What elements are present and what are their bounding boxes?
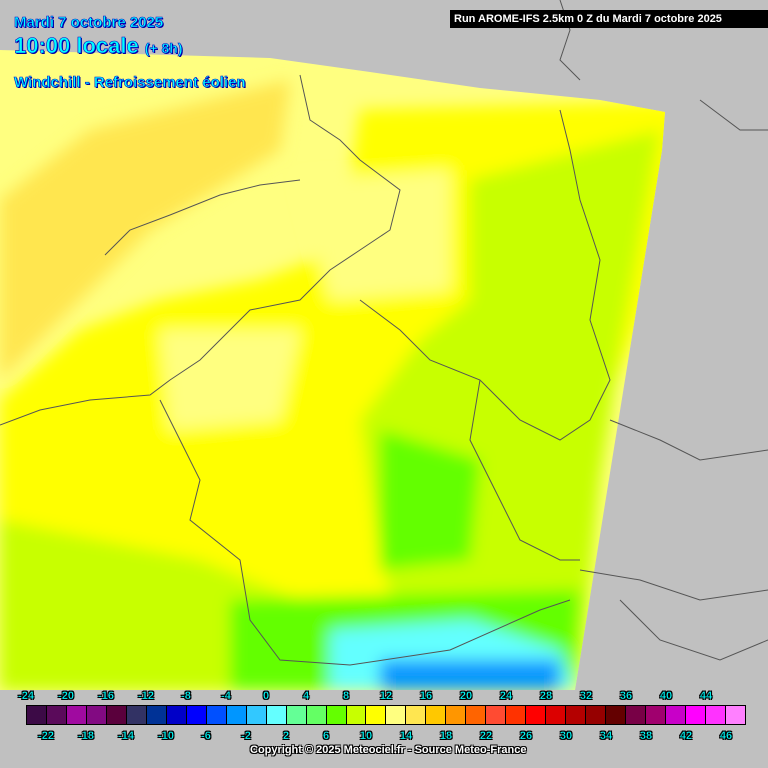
- legend-label-top: -4: [221, 690, 231, 702]
- legend-swatch: [705, 706, 726, 724]
- color-legend: [26, 705, 746, 725]
- legend-label-bottom: -6: [201, 730, 211, 742]
- legend-swatch: [626, 706, 647, 724]
- legend-label-top: -24: [18, 690, 34, 702]
- legend-swatch: [66, 706, 87, 724]
- legend-swatch: [86, 706, 107, 724]
- legend-label-bottom: 10: [359, 730, 373, 742]
- legend-label-top: -8: [181, 690, 191, 702]
- legend-label-top: 8: [342, 690, 350, 702]
- legend-label-top: 0: [262, 690, 270, 702]
- legend-swatch: [146, 706, 167, 724]
- legend-label-bottom: -22: [38, 730, 54, 742]
- legend-label-bottom: 2: [282, 730, 290, 742]
- forecast-offset: (+ 8h): [144, 40, 183, 57]
- legend-label-bottom: 14: [399, 730, 413, 742]
- legend-label-bottom: 46: [719, 730, 733, 742]
- legend-swatch: [266, 706, 287, 724]
- legend-swatch: [286, 706, 307, 724]
- legend-swatch: [46, 706, 67, 724]
- legend-label-bottom: 42: [679, 730, 693, 742]
- legend-swatch: [386, 706, 407, 724]
- legend-label-top: 20: [459, 690, 473, 702]
- legend-label-bottom: 34: [599, 730, 613, 742]
- legend-swatch: [606, 706, 627, 724]
- legend-label-top: -16: [98, 690, 114, 702]
- legend-swatch: [566, 706, 587, 724]
- legend-swatch: [526, 706, 547, 724]
- time-title: 10:00 locale (+ 8h): [14, 33, 183, 59]
- parameter-title: Windchill - Refroissement éolien: [14, 74, 246, 92]
- legend-label-bottom: -18: [78, 730, 94, 742]
- legend-swatch: [126, 706, 147, 724]
- legend-label-bottom: 30: [559, 730, 573, 742]
- legend-swatch: [406, 706, 427, 724]
- legend-swatch: [226, 706, 247, 724]
- legend-swatch: [246, 706, 267, 724]
- legend-swatch: [646, 706, 666, 724]
- legend-swatch: [546, 706, 567, 724]
- legend-swatch: [106, 706, 127, 724]
- legend-swatch: [426, 706, 447, 724]
- legend-swatch: [206, 706, 227, 724]
- legend-label-top: 24: [499, 690, 513, 702]
- legend-label-top: 12: [379, 690, 393, 702]
- legend-label-bottom: 26: [519, 730, 533, 742]
- local-time: 10:00 locale: [14, 33, 139, 59]
- legend-swatch: [486, 706, 507, 724]
- legend-swatch: [725, 706, 745, 724]
- legend-label-top: 4: [302, 690, 310, 702]
- legend-label-bottom: -2: [241, 730, 251, 742]
- legend-label-top: -20: [58, 690, 74, 702]
- legend-label-bottom: -10: [158, 730, 174, 742]
- legend-swatch: [326, 706, 347, 724]
- legend-label-top: 28: [539, 690, 553, 702]
- legend-label-top: -12: [138, 690, 154, 702]
- legend-label-top: 36: [619, 690, 633, 702]
- legend-label-top: 16: [419, 690, 433, 702]
- legend-swatch: [506, 706, 527, 724]
- legend-swatch: [346, 706, 367, 724]
- legend-label-bottom: 38: [639, 730, 653, 742]
- legend-swatch: [586, 706, 607, 724]
- legend-label-top: 32: [579, 690, 593, 702]
- copyright: Copyright © 2025 Meteociel.fr - Source M…: [250, 744, 527, 756]
- legend-label-bottom: -14: [118, 730, 134, 742]
- legend-label-bottom: 22: [479, 730, 493, 742]
- legend-label-top: 40: [659, 690, 673, 702]
- date-title: Mardi 7 octobre 2025: [14, 14, 164, 32]
- legend-swatch: [306, 706, 327, 724]
- legend-swatch: [166, 706, 187, 724]
- borders: [0, 0, 768, 666]
- legend-swatch: [685, 706, 706, 724]
- legend-label-bottom: 18: [439, 730, 453, 742]
- legend-label-bottom: 6: [322, 730, 330, 742]
- legend-swatch: [466, 706, 487, 724]
- legend-swatch: [666, 706, 686, 724]
- legend-swatch: [186, 706, 207, 724]
- run-info: Run AROME-IFS 2.5km 0 Z du Mardi 7 octob…: [450, 10, 768, 28]
- legend-swatch: [27, 706, 47, 724]
- legend-swatch: [366, 706, 387, 724]
- legend-label-top: 44: [699, 690, 713, 702]
- legend-swatch: [446, 706, 467, 724]
